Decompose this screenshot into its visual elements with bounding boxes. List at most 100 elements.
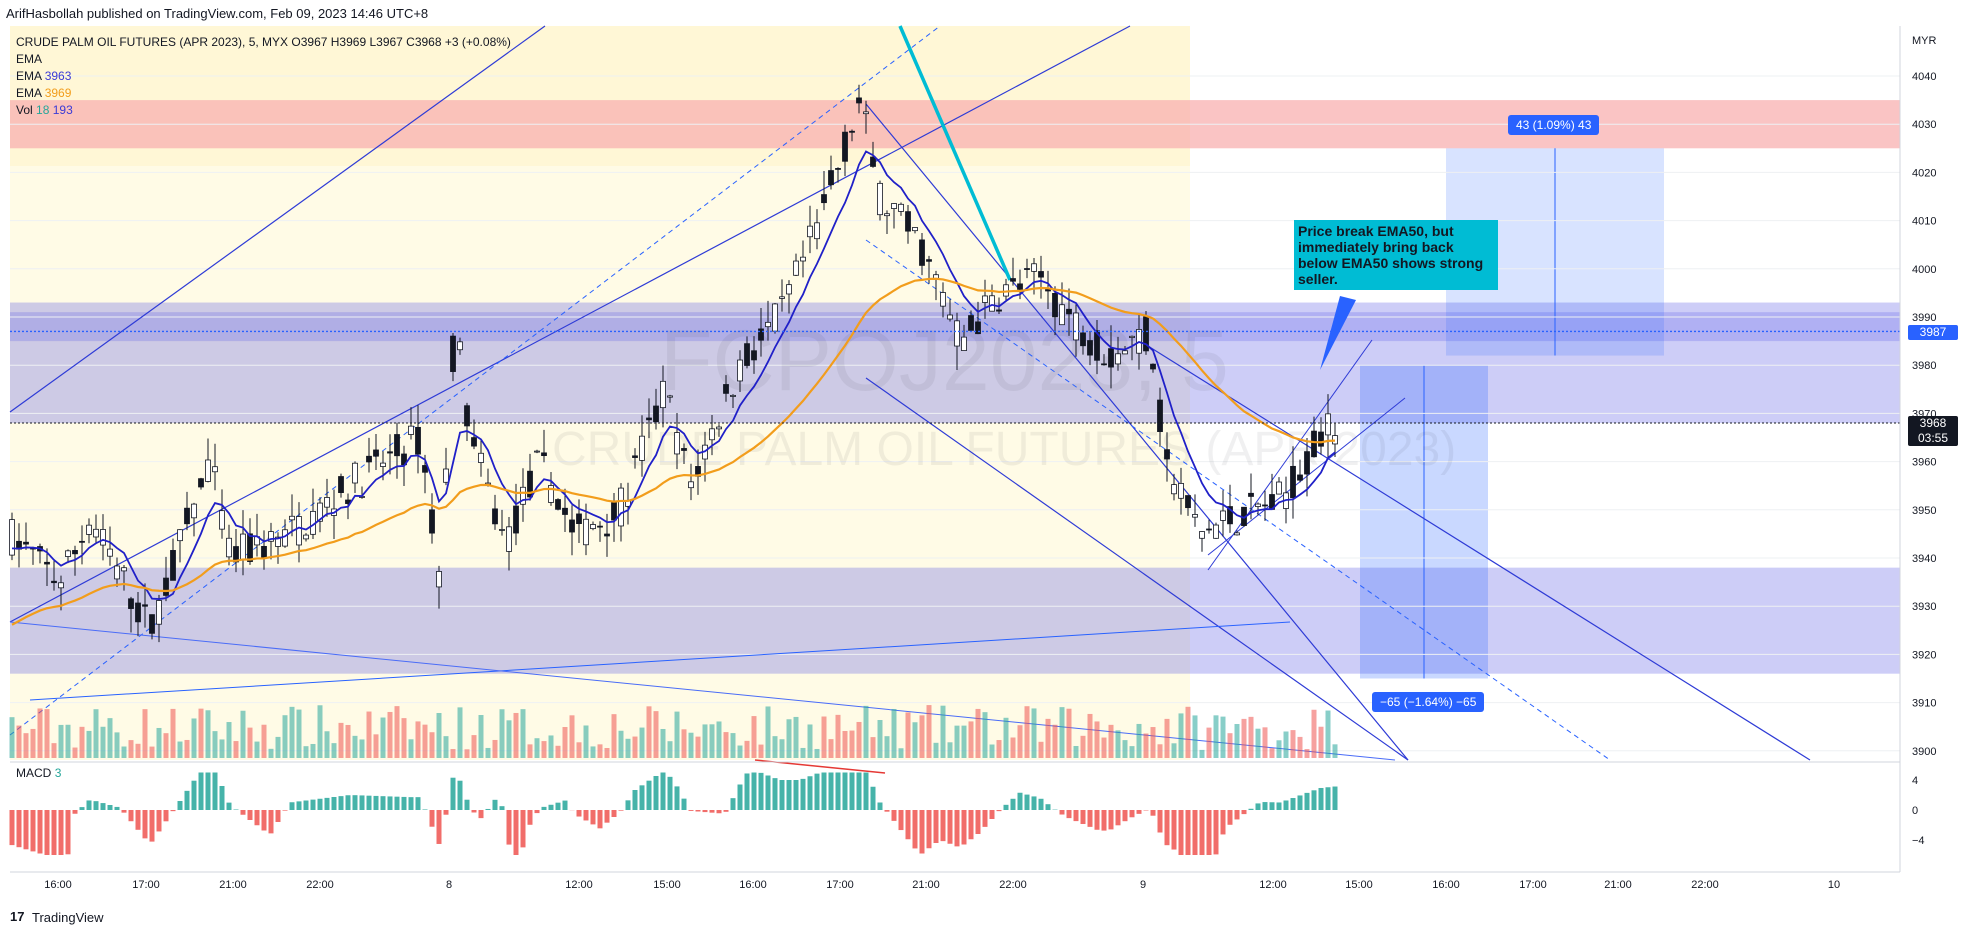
volume-bar — [513, 712, 519, 758]
volume-bar — [156, 727, 162, 758]
macd-bar — [604, 810, 610, 823]
macd-bar — [688, 810, 694, 811]
macd-bar — [898, 810, 904, 831]
volume-bar — [625, 738, 631, 758]
candle-body — [639, 435, 645, 461]
macd-bar — [1178, 810, 1184, 855]
candle-body — [1017, 283, 1023, 290]
macd-bar — [1164, 810, 1170, 846]
candle-body — [1325, 413, 1331, 436]
candle-body — [688, 481, 694, 489]
volume-bar — [737, 745, 743, 758]
macd-bar — [1241, 810, 1247, 815]
macd-bar — [471, 810, 477, 813]
volume-bar — [716, 721, 722, 758]
candle-body — [569, 519, 575, 533]
macd-bar — [1283, 800, 1289, 810]
macd-bar — [107, 805, 113, 810]
volume-bar — [1094, 721, 1100, 758]
candle-body — [23, 541, 29, 545]
macd-bar — [1129, 810, 1135, 818]
volume-bar — [695, 736, 701, 758]
candle-body — [1206, 528, 1212, 531]
candle-body — [618, 487, 624, 527]
candle-body — [1157, 399, 1163, 432]
tradingview-logo-icon[interactable]: 17 — [10, 909, 25, 924]
candle-body — [86, 524, 92, 535]
volume-bar — [919, 715, 925, 758]
legend-vol[interactable]: Vol 18 193 — [16, 102, 511, 119]
volume-bar — [989, 744, 995, 758]
candle-body — [415, 426, 421, 455]
macd-bar — [1220, 810, 1226, 835]
macd-bar — [1227, 810, 1233, 825]
candle-body — [1171, 484, 1177, 495]
legend-ema1[interactable]: EMA 3963 — [16, 68, 511, 85]
volume-bar — [338, 722, 344, 758]
macd-bar — [786, 780, 792, 810]
footer: 17 TradingView — [0, 902, 1962, 932]
macd-bar — [282, 810, 288, 811]
volume-bar — [856, 721, 862, 758]
volume-bar — [576, 742, 582, 758]
volume-bar — [1073, 746, 1079, 758]
tradingview-brand[interactable]: TradingView — [32, 910, 104, 925]
macd-bar — [534, 810, 540, 814]
measure-up-label[interactable]: 43 (1.09%) 43 — [1508, 115, 1600, 135]
candle-body — [513, 505, 519, 534]
volume-bar — [968, 721, 974, 758]
time-tick: 16:00 — [44, 879, 72, 891]
macd-legend[interactable]: MACD 3 — [16, 766, 61, 780]
price-tick: 4010 — [1912, 216, 1936, 228]
candle-body — [100, 529, 106, 546]
time-tick: 21:00 — [912, 879, 940, 891]
volume-bar — [1227, 733, 1233, 758]
macd-bar — [198, 772, 204, 810]
macd-bar — [1045, 804, 1051, 810]
macd-bar — [114, 806, 120, 810]
candle-body — [1304, 451, 1310, 475]
time-tick: 21:00 — [219, 879, 247, 891]
chart-canvas[interactable]: 4040403040204010400039903980397039603950… — [0, 0, 1962, 902]
price-tick: 3980 — [1912, 360, 1936, 372]
candle-body — [996, 309, 1002, 312]
macd-bar — [394, 796, 400, 810]
macd-bar — [9, 810, 15, 846]
price-tick: 4000 — [1912, 264, 1936, 276]
volume-bar — [289, 706, 295, 758]
candle-body — [758, 328, 764, 341]
candle-body — [779, 296, 785, 299]
volume-bar — [891, 708, 897, 758]
macd-bar — [373, 795, 379, 810]
macd-bar — [1017, 792, 1023, 810]
macd-bar — [618, 810, 624, 811]
volume-bar — [1157, 744, 1163, 758]
legend-ema[interactable]: EMA — [16, 51, 511, 68]
candle-body — [653, 405, 659, 423]
volume-bar — [562, 727, 568, 758]
trendline — [865, 239, 1611, 761]
legend-ema2[interactable]: EMA 3969 — [16, 85, 511, 102]
annotation-callout[interactable]: Price break EMA50, but immediately bring… — [1294, 220, 1498, 290]
candle-body — [261, 545, 267, 558]
volume-bar — [464, 749, 470, 758]
macd-bar — [940, 810, 946, 842]
candle-body — [674, 432, 680, 455]
volume-bar — [331, 743, 337, 758]
macd-bar — [667, 776, 673, 810]
macd-bar — [345, 795, 351, 810]
candle-body — [338, 476, 344, 493]
candle-body — [422, 465, 428, 473]
measure-down-label[interactable]: −65 (−1.64%) −65 — [1372, 692, 1485, 712]
macd-bar — [240, 810, 246, 815]
macd-bar — [905, 810, 911, 840]
volume-bar — [1234, 724, 1240, 758]
macd-bar — [506, 810, 512, 845]
macd-bar — [891, 810, 897, 821]
macd-bar — [1157, 810, 1163, 833]
macd-bar — [1304, 792, 1310, 810]
macd-bar — [226, 802, 232, 810]
volume-bar — [1276, 740, 1282, 758]
symbol-name[interactable]: CRUDE PALM OIL FUTURES (APR 2023), 5, MY… — [16, 35, 289, 49]
candle-body — [149, 614, 155, 634]
